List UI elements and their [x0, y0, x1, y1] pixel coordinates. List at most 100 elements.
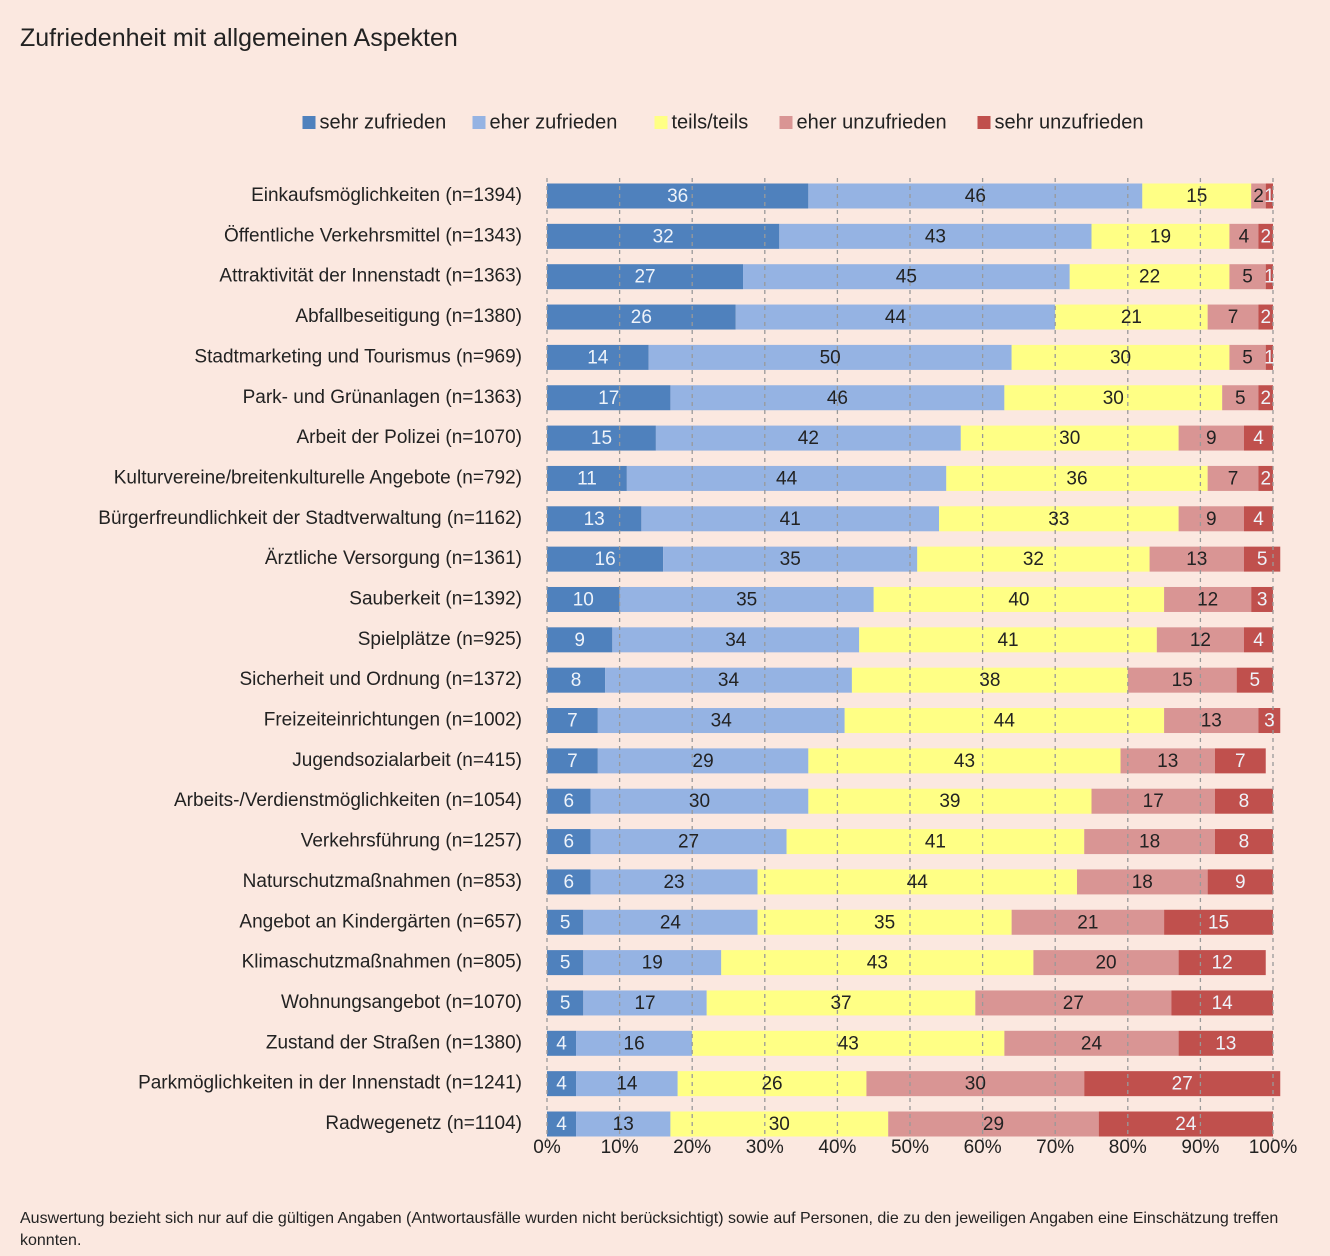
data-label: 33 [1048, 509, 1069, 530]
bar-segment [1229, 264, 1266, 290]
data-label: 7 [567, 751, 578, 772]
category-label: Verkehrsführung (n=1257) [301, 831, 522, 852]
bar-segment [1004, 385, 1223, 411]
legend-label: eher unzufrieden [797, 111, 947, 133]
bar-segment [1091, 223, 1230, 249]
bar-segment [1142, 183, 1252, 209]
x-tick-label: 0% [533, 1137, 561, 1158]
data-label: 17 [598, 388, 619, 409]
data-label: 5 [560, 912, 571, 933]
bar-segment [1251, 183, 1266, 209]
bar-segment [547, 667, 606, 693]
data-label: 12 [1197, 589, 1218, 610]
category-label: Sauberkeit (n=1392) [349, 588, 522, 609]
bar-segment [1084, 829, 1215, 855]
bar-segment [1033, 950, 1179, 976]
bar-segment [1243, 546, 1281, 572]
bar-segment [547, 869, 591, 895]
bar-segment [1164, 909, 1273, 935]
bar-segment [597, 748, 809, 774]
bar-segment [1091, 788, 1215, 814]
bar-segment [939, 506, 1179, 532]
bar-segment [547, 748, 598, 774]
grid [546, 178, 1274, 1142]
bar-segment [960, 425, 1179, 451]
legend-label: teils/teils [672, 111, 749, 133]
bar-segment [1207, 465, 1259, 491]
bar-segment [583, 990, 707, 1016]
data-label: 44 [907, 872, 929, 893]
bar-segment [547, 909, 584, 935]
bar-segment [1120, 748, 1215, 774]
data-label: 37 [830, 993, 851, 1014]
data-label: 45 [896, 267, 917, 288]
bar-segment [1229, 223, 1259, 249]
legend-label: sehr unzufrieden [995, 111, 1144, 133]
bar-segment [597, 708, 845, 734]
data-label: 2 [1260, 468, 1271, 489]
data-label: 27 [678, 832, 699, 853]
data-label: 13 [1215, 1033, 1236, 1054]
bar-segment [1214, 829, 1273, 855]
category-label: Angebot an Kindergärten (n=657) [239, 911, 522, 932]
data-label: 13 [1157, 751, 1178, 772]
category-label: Ärztliche Versorgung (n=1361) [265, 548, 522, 569]
x-tick-label: 50% [891, 1137, 929, 1158]
category-label: Klimaschutzmaßnahmen (n=805) [242, 952, 522, 973]
bar-segment [1069, 264, 1230, 290]
data-label: 19 [1150, 226, 1171, 247]
data-label: 26 [761, 1074, 782, 1095]
data-label: 34 [718, 670, 740, 691]
bar-segment [1243, 627, 1273, 653]
data-label: 4 [1239, 226, 1250, 247]
data-label: 3 [1264, 711, 1275, 732]
category-label: Park- und Grünanlagen (n=1363) [243, 387, 522, 408]
data-label: 41 [925, 832, 946, 853]
data-label: 32 [653, 226, 674, 247]
footnote: Auswertung bezieht sich nur auf die gült… [20, 1210, 1279, 1249]
bar-segment [576, 1111, 671, 1137]
data-label: 15 [1186, 186, 1207, 207]
x-tick-label: 40% [818, 1137, 856, 1158]
category-label: Abfallbeseitigung (n=1380) [295, 306, 522, 327]
data-label: 7 [1235, 751, 1246, 772]
category-label: Attraktivität der Innenstadt (n=1363) [219, 266, 522, 287]
legend-swatch [977, 116, 991, 129]
bar-segment [547, 788, 591, 814]
data-label: 8 [1239, 791, 1250, 812]
bar-segment [1207, 869, 1273, 895]
bar-segment [590, 788, 809, 814]
data-label: 30 [1059, 428, 1080, 449]
data-label: 14 [587, 347, 609, 368]
data-label: 30 [689, 791, 710, 812]
data-label: 9 [1206, 509, 1217, 530]
data-label: 14 [1212, 993, 1234, 1014]
bar-segment [677, 1071, 867, 1097]
bar-segment [648, 344, 1012, 370]
data-label: 18 [1139, 832, 1160, 853]
bar-segment [626, 465, 947, 491]
data-label: 6 [563, 832, 574, 853]
chart-title: Zufriedenheit mit allgemeinen Aspekten [20, 24, 458, 52]
bar-segment [917, 546, 1150, 572]
bar-segment [619, 586, 874, 612]
bar-segment [1258, 385, 1273, 411]
data-label: 16 [595, 549, 616, 570]
bar-segment [576, 1030, 693, 1056]
category-label: Öffentliche Verkehrsmittel (n=1343) [224, 225, 522, 246]
data-label: 1 [1264, 267, 1275, 288]
bar-segment [1258, 708, 1281, 734]
bar-segment [808, 183, 1143, 209]
data-label: 2 [1260, 226, 1271, 247]
bar-segment [866, 1071, 1085, 1097]
bar-segment [873, 586, 1165, 612]
data-label: 43 [925, 226, 946, 247]
data-label: 29 [983, 1114, 1004, 1135]
data-label: 35 [780, 549, 801, 570]
bar-segment [743, 264, 1070, 290]
bar-segment [547, 829, 591, 855]
bar-segment [1243, 506, 1273, 532]
bar-segment [547, 223, 780, 249]
data-label: 5 [1250, 670, 1261, 691]
category-label: Spielplätze (n=925) [358, 629, 522, 650]
